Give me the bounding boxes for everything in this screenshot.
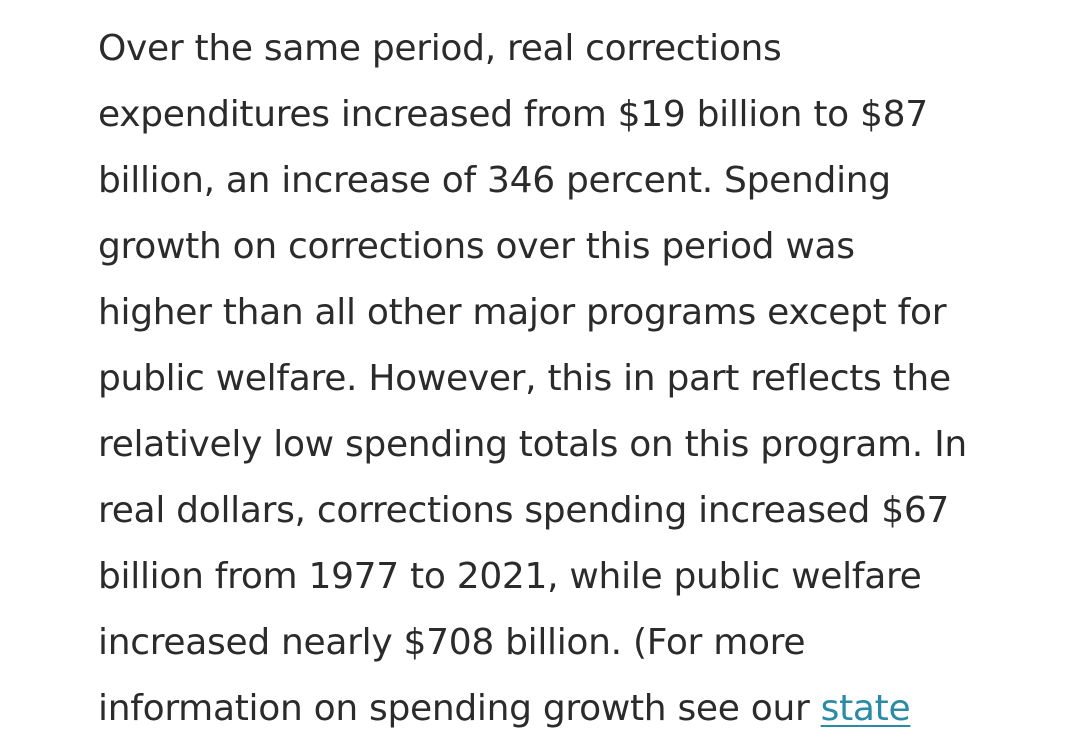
state-link[interactable]: state [820, 688, 911, 729]
paragraph-line: relatively low spending totals on this p… [98, 424, 967, 465]
paragraph-line: Over the same period, real corrections [98, 28, 782, 69]
paragraph-line: higher than all other major programs exc… [98, 292, 947, 333]
paragraph-line: real dollars, corrections spending incre… [98, 490, 950, 531]
paragraph-line-text: information on spending growth see our [98, 688, 821, 729]
paragraph-line: billion from 1977 to 2021, while public … [98, 556, 922, 597]
paragraph-line: growth on corrections over this period w… [98, 226, 855, 267]
paragraph-line: increased nearly $708 billion. (For more [98, 622, 806, 663]
article-paragraph: Over the same period, real corrections e… [98, 16, 1058, 740]
paragraph-line: expenditures increased from $19 billion … [98, 94, 928, 135]
paragraph-line: billion, an increase of 346 percent. Spe… [98, 160, 891, 201]
paragraph-line-last: information on spending growth see our s… [98, 676, 1058, 740]
paragraph-line: public welfare. However, this in part re… [98, 358, 951, 399]
